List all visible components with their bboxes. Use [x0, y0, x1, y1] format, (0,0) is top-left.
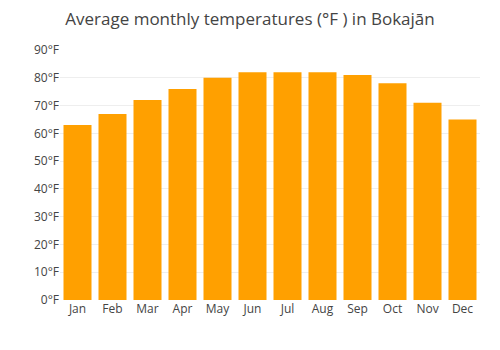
svg-text:Nov: Nov [416, 300, 438, 317]
svg-text:Dec: Dec [452, 300, 473, 317]
svg-text:Aug: Aug [312, 300, 334, 317]
svg-text:30°F: 30°F [34, 208, 59, 225]
svg-text:Mar: Mar [136, 300, 158, 317]
svg-text:90°F: 90°F [34, 41, 59, 58]
svg-text:50°F: 50°F [34, 152, 59, 169]
svg-text:Feb: Feb [102, 300, 122, 317]
svg-text:80°F: 80°F [34, 69, 59, 86]
svg-text:Jul: Jul [280, 300, 295, 317]
svg-text:0°F: 0°F [41, 291, 59, 308]
svg-text:May: May [206, 300, 230, 317]
svg-text:20°F: 20°F [34, 236, 59, 253]
svg-text:40°F: 40°F [34, 180, 59, 197]
svg-text:Oct: Oct [383, 300, 402, 317]
svg-text:Apr: Apr [173, 300, 193, 317]
svg-text:10°F: 10°F [34, 263, 59, 280]
svg-text:60°F: 60°F [34, 125, 59, 142]
svg-text:Jun: Jun [243, 300, 262, 317]
svg-text:70°F: 70°F [34, 97, 59, 114]
svg-text:Sep: Sep [347, 300, 368, 317]
svg-text:Average monthly temperatures (: Average monthly temperatures (°F ) in Bo… [65, 7, 434, 30]
svg-text:Jan: Jan [68, 300, 86, 317]
